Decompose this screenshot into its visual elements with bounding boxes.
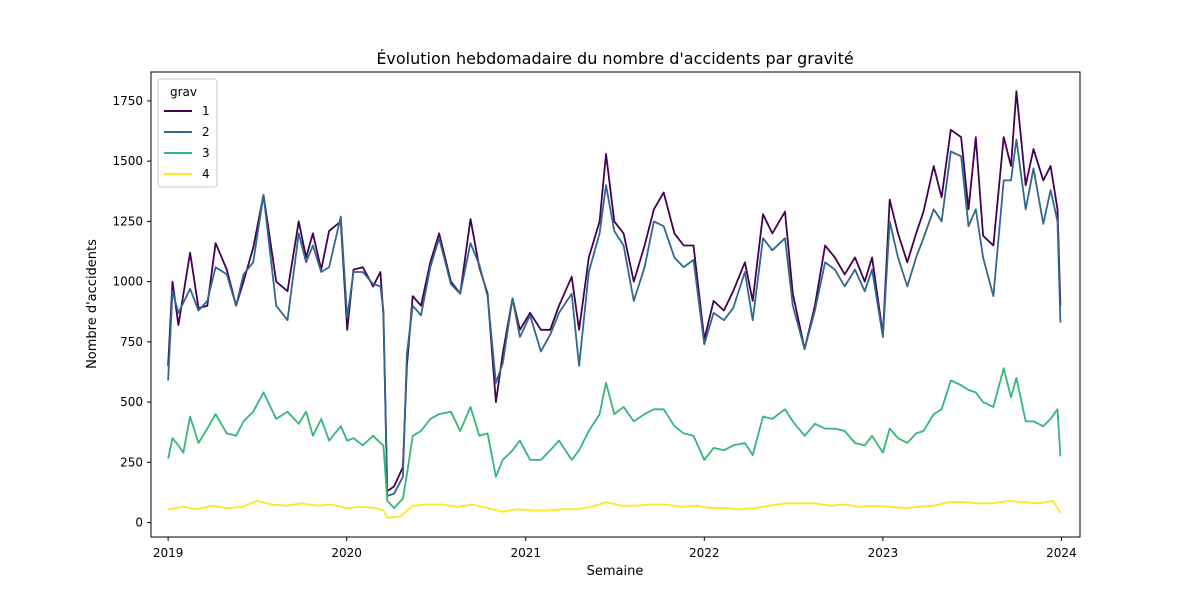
x-tick-label: 2024: [1046, 546, 1077, 560]
y-tick-label: 0: [135, 516, 143, 530]
legend-label-1: 1: [202, 104, 210, 118]
series-line-1: [167, 90, 1062, 493]
series-line-3: [167, 367, 1062, 509]
y-tick-label: 1500: [112, 154, 143, 168]
y-axis-label: Nombre d'accidents: [85, 239, 100, 369]
plot-frame: [150, 71, 1081, 538]
legend-label-2: 2: [202, 125, 210, 139]
legend: grav 1 2 3 4: [157, 78, 218, 188]
chart-title: Évolution hebdomadaire du nombre d'accid…: [376, 49, 853, 68]
x-tick-label: 2020: [331, 546, 362, 560]
y-tick-label: 1750: [112, 94, 143, 108]
series-line-4: [167, 500, 1062, 519]
legend-label-3: 3: [202, 146, 210, 160]
series-lines: [167, 90, 1062, 519]
x-axis-ticks: 2019 2020 2021 2022 2023 2024: [153, 537, 1077, 560]
y-tick-label: 1250: [112, 214, 143, 228]
x-axis-label: Semaine: [587, 564, 644, 579]
y-tick-label: 1000: [112, 275, 143, 289]
x-tick-label: 2022: [689, 546, 720, 560]
x-tick-label: 2019: [153, 546, 184, 560]
y-tick-label: 500: [120, 395, 143, 409]
x-tick-label: 2021: [510, 546, 541, 560]
y-axis-ticks: 0 250 500 750 1000 1250 1500 1750: [112, 94, 151, 530]
y-tick-label: 250: [120, 455, 143, 469]
legend-title: grav: [170, 85, 197, 99]
y-tick-label: 750: [120, 335, 143, 349]
legend-label-4: 4: [202, 167, 210, 181]
x-tick-label: 2023: [868, 546, 899, 560]
series-line-2: [167, 138, 1062, 497]
